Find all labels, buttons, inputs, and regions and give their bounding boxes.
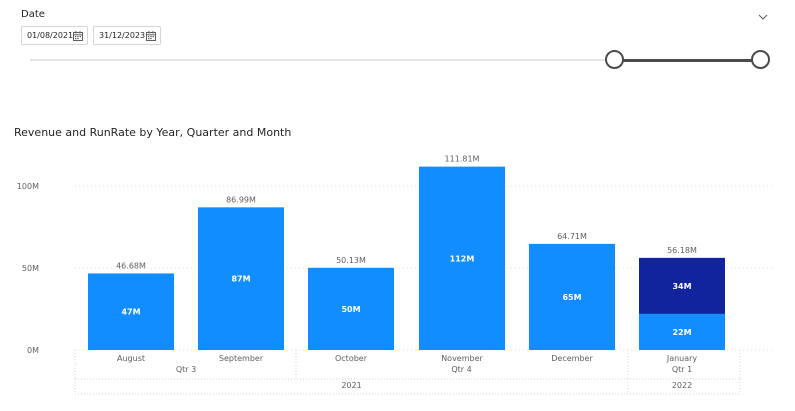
bar-total-label: 86.99M xyxy=(226,195,256,204)
chevron-down-icon[interactable] xyxy=(757,8,769,20)
slider-end-handle[interactable] xyxy=(751,50,770,69)
year-label: 2022 xyxy=(672,381,692,390)
bar-total-label: 46.68M xyxy=(116,261,146,270)
bar-segment[interactable] xyxy=(88,273,174,350)
bar-segment[interactable] xyxy=(639,257,725,314)
end-date-value: 31/12/2023 xyxy=(99,31,146,40)
bar-total-label: 111.81M xyxy=(445,155,480,164)
bar-data-label: 65M xyxy=(562,293,581,302)
bar-segment[interactable] xyxy=(529,243,615,350)
x-tick-label: September xyxy=(219,354,264,363)
x-tick-label: November xyxy=(441,354,483,363)
quarter-label: Qtr 4 xyxy=(451,365,471,374)
slider-start-handle[interactable] xyxy=(605,50,624,69)
bar-data-label: 50M xyxy=(341,305,360,314)
slider-track[interactable] xyxy=(30,59,614,61)
calendar-icon[interactable] xyxy=(145,30,156,42)
y-tick-label: 50M xyxy=(22,264,39,273)
start-date-value: 01/08/2021 xyxy=(27,31,74,40)
slicer-title: Date xyxy=(21,9,45,20)
slider-selected-range xyxy=(614,58,760,62)
bar-total-label: 56.18M xyxy=(667,246,697,255)
bar-data-label: 112M xyxy=(450,254,475,263)
y-tick-label: 100M xyxy=(17,182,39,191)
bar-segment[interactable] xyxy=(198,207,284,350)
x-tick-label: January xyxy=(666,354,698,363)
bar-data-label: 34M xyxy=(672,282,691,291)
x-tick-label: December xyxy=(551,354,593,363)
bar-data-label: 47M xyxy=(121,308,140,317)
year-label: 2021 xyxy=(341,381,361,390)
end-date-input[interactable]: 31/12/2023 xyxy=(93,26,161,45)
bar-segment[interactable] xyxy=(639,313,725,350)
calendar-icon[interactable] xyxy=(73,30,84,42)
quarter-label: Qtr 1 xyxy=(672,365,692,374)
chart-title: Revenue and RunRate by Year, Quarter and… xyxy=(14,126,292,139)
bar-segment[interactable] xyxy=(308,267,394,350)
x-tick-label: October xyxy=(335,354,368,363)
bar-data-label: 87M xyxy=(231,275,250,284)
start-date-input[interactable]: 01/08/2021 xyxy=(21,26,88,45)
y-tick-label: 0M xyxy=(27,346,39,355)
quarter-label: Qtr 3 xyxy=(176,365,196,374)
x-tick-label: August xyxy=(117,354,145,363)
bar-total-label: 64.71M xyxy=(557,232,587,241)
bar-segment[interactable] xyxy=(419,166,505,350)
revenue-chart: 0M 50M 100M 47M 46.68M August 87M 86.99M Septemb… xyxy=(17,155,775,395)
bar-data-label: 22M xyxy=(672,328,691,337)
bar-total-label: 50.13M xyxy=(336,256,366,265)
